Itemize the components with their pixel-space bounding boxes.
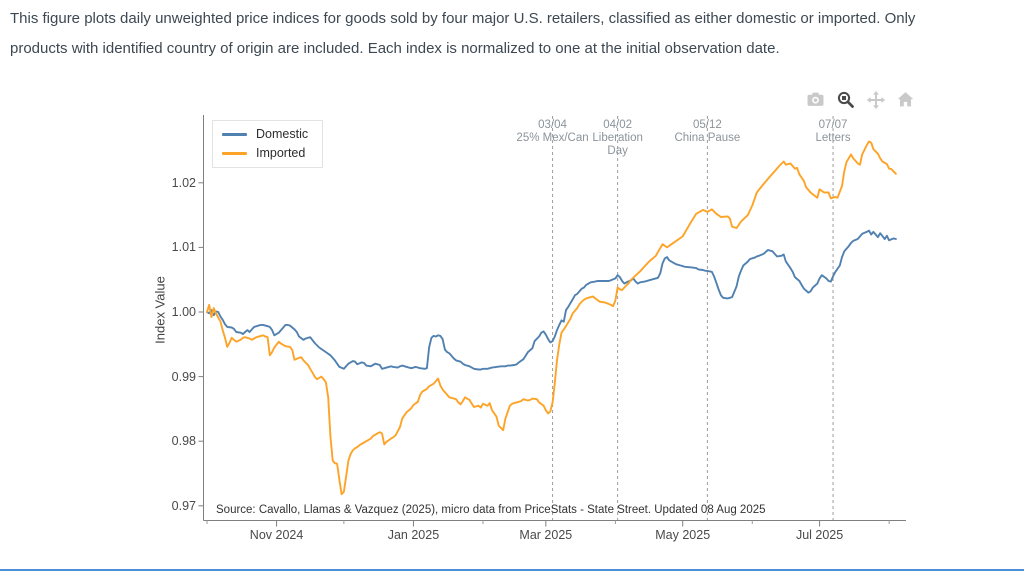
save-png-button[interactable]	[806, 90, 825, 109]
reset-button[interactable]	[896, 90, 915, 109]
caption-line-1: This figure plots daily unweighted price…	[10, 10, 916, 27]
box-zoom-button[interactable]	[836, 90, 855, 109]
home-icon	[897, 92, 914, 107]
legend-item-imported: Imported	[222, 147, 308, 160]
legend-swatch-domestic	[222, 133, 247, 136]
event-label-05-12: 05/12 China Pause	[674, 119, 741, 144]
event-label-07-07: 07/07 Letters	[815, 119, 851, 144]
chart-legend: Domestic Imported	[212, 120, 324, 168]
box-zoom-icon	[837, 91, 854, 108]
event-lines	[552, 116, 834, 521]
series-line-imported	[206, 140, 897, 496]
legend-label-domestic: Domestic	[256, 127, 309, 141]
pan-arrows-icon	[866, 90, 885, 109]
event-label-04-02: 04/02 Liberation Day	[592, 119, 643, 157]
y-tick-1.02: 1.02	[171, 175, 196, 190]
series-line-domestic	[206, 229, 897, 371]
legend-swatch-imported	[222, 152, 247, 155]
y-tick-1.01: 1.01	[171, 240, 196, 255]
x-tick-Jul-2025: Jul 2025	[795, 528, 844, 542]
x-tick-Nov-2024: Nov 2024	[249, 528, 304, 542]
x-tick-May-2025: May 2025	[655, 528, 711, 542]
bottom-border	[0, 569, 1024, 571]
pan-button[interactable]	[866, 90, 885, 109]
source-note: Source: Cavallo, Llamas & Vazquez (2025)…	[216, 504, 766, 516]
y-tick-0.97: 0.97	[171, 498, 196, 513]
legend-label-imported: Imported	[256, 146, 306, 160]
x-tick-Jan-2025: Jan 2025	[387, 528, 440, 542]
camera-icon	[807, 92, 824, 106]
x-tick-Mar-2025: Mar 2025	[519, 528, 573, 542]
event-label-03-04: 03/04 25% Mex/Can	[516, 119, 589, 144]
y-tick-0.99: 0.99	[171, 369, 196, 384]
figure-caption: This figure plots daily unweighted price…	[10, 4, 1018, 64]
axes	[198, 115, 906, 527]
caption-line-2: products with identified country of orig…	[10, 40, 780, 57]
y-tick-1.00: 1.00	[171, 305, 196, 319]
y-tick-0.98: 0.98	[171, 434, 196, 449]
chart-toolbar	[806, 90, 915, 109]
legend-item-domestic: Domestic	[222, 128, 308, 141]
series-lines	[206, 140, 897, 496]
